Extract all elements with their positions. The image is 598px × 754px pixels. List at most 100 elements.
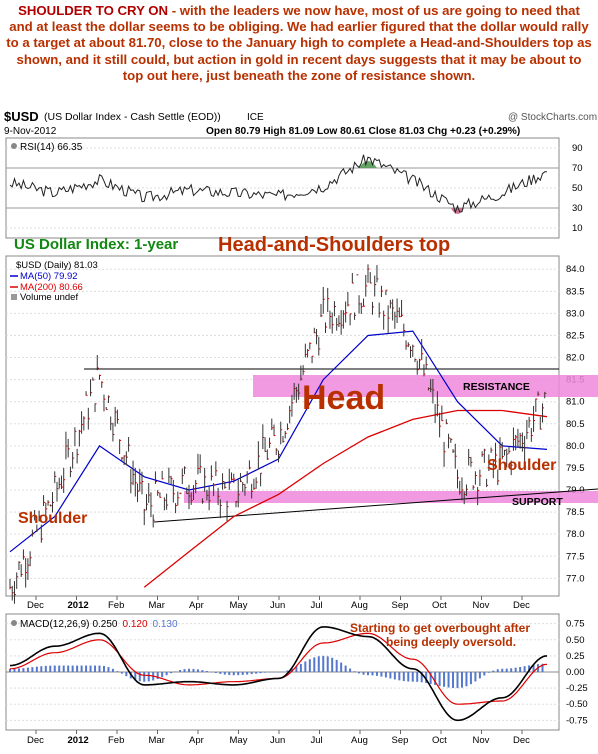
price-panel xyxy=(5,255,560,597)
main-tick-label: 79.5 xyxy=(566,463,585,474)
macd-hist-bar xyxy=(183,669,186,672)
macd-label: MACD(12,26,9) 0.250 0.120 0.130 xyxy=(20,619,178,630)
macd-hist-bar xyxy=(335,659,338,672)
macd-hist-bar xyxy=(62,665,65,672)
macd-hist-bar xyxy=(85,665,88,672)
macd-tick-label: 0.25 xyxy=(566,651,585,662)
macd-hist-bar xyxy=(44,665,47,672)
macd-hist-bar xyxy=(250,672,253,675)
macd-hist-bar xyxy=(389,672,392,679)
macd-hist-bar xyxy=(170,672,173,674)
macd-hist-bar xyxy=(58,665,61,672)
macd-note-line2: being deeply oversold. xyxy=(386,635,516,649)
macd-hist-bar xyxy=(295,666,298,672)
macd-hist-bar xyxy=(505,668,508,672)
month-label: Dec xyxy=(27,735,44,746)
intro-text: SHOULDER TO CRY ON - with the leaders we… xyxy=(6,3,592,84)
macd-hist-bar xyxy=(205,671,208,672)
macd-hist-bar xyxy=(281,671,284,673)
main-tick-label: 77.5 xyxy=(566,551,585,562)
rsi-tick-label: 70 xyxy=(572,163,583,174)
macd-hist-bar xyxy=(179,670,182,672)
macd-hist-bar xyxy=(277,672,280,673)
intro-body: - with the leaders we now have, most of … xyxy=(6,3,592,83)
macd-hist-bar xyxy=(255,672,258,674)
rsi-tick-label: 30 xyxy=(572,203,583,214)
macd-tick-label: 0.00 xyxy=(566,667,585,678)
macd-hist-bar xyxy=(147,672,150,682)
macd-hist-bar xyxy=(447,672,450,688)
month-label: Dec xyxy=(27,600,44,611)
macd-hist-bar xyxy=(89,665,92,672)
macd-hist-bar xyxy=(375,672,378,676)
macd-hist-bar xyxy=(326,656,329,672)
macd-hist-bar xyxy=(344,665,347,672)
support-label: SUPPORT xyxy=(512,496,563,508)
macd-value: 0.250 xyxy=(92,619,117,630)
macd-hist-bar xyxy=(541,663,544,672)
left-shoulder-label: Shoulder xyxy=(18,510,87,527)
macd-hist-bar xyxy=(22,668,25,672)
month-label: 2012 xyxy=(68,600,89,611)
macd-hist-bar xyxy=(304,661,307,672)
macd-hist-bar xyxy=(340,662,343,672)
main-tick-label: 80.0 xyxy=(566,441,585,452)
rsi-tick-label: 90 xyxy=(572,143,583,154)
macd-hist-bar xyxy=(102,665,105,672)
macd-tick-label: -0.25 xyxy=(566,683,588,694)
main-tick-label: 82.0 xyxy=(566,353,585,364)
macd-hist-bar xyxy=(322,655,325,672)
macd-hist-bar xyxy=(528,665,531,672)
macd-hist-bar xyxy=(246,672,249,675)
macd-hist-bar xyxy=(362,672,365,675)
macd-hist-bar xyxy=(228,672,231,676)
rsi-tick-label: 50 xyxy=(572,183,583,194)
macd-hist-bar xyxy=(483,672,486,676)
macd-hist-bar xyxy=(407,672,410,682)
macd-hist-bar xyxy=(353,671,356,672)
month-label: Apr xyxy=(189,600,204,611)
main-legend-title: $USD (Daily) 81.03 xyxy=(16,260,98,271)
macd-hist-bar xyxy=(237,672,240,676)
macd-hist-bar xyxy=(465,672,468,687)
macd-hist-bar xyxy=(165,672,168,676)
main-tick-label: 84.0 xyxy=(566,264,585,275)
month-label: Dec xyxy=(513,735,530,746)
macd-hist-bar xyxy=(273,672,276,673)
month-label: Apr xyxy=(189,735,204,746)
macd-hist-bar xyxy=(264,672,267,673)
macd-hist-bar xyxy=(31,667,34,672)
macd-hist-bar xyxy=(223,672,226,675)
month-label: Jul xyxy=(311,600,323,611)
macd-hist-bar xyxy=(317,656,320,672)
macd-hist-bar xyxy=(429,672,432,684)
macd-hist-value: 0.130 xyxy=(153,619,178,630)
macd-hist-bar xyxy=(71,665,74,672)
macd-hist-bar xyxy=(371,672,374,676)
macd-hist-bar xyxy=(299,663,302,672)
month-label: Aug xyxy=(351,735,368,746)
macd-hist-bar xyxy=(94,665,97,672)
month-label: Nov xyxy=(473,600,490,611)
macd-signal-value: 0.120 xyxy=(123,619,148,630)
macd-hist-bar xyxy=(532,664,535,672)
macd-tick-label: 0.50 xyxy=(566,635,585,646)
macd-hist-bar xyxy=(367,672,369,676)
main-tick-label: 83.0 xyxy=(566,308,585,319)
macd-hist-bar xyxy=(478,672,481,679)
month-label: Sep xyxy=(392,600,409,611)
macd-hist-bar xyxy=(523,666,526,672)
chart-ohlc: Open 80.79 High 81.09 Low 80.61 Close 81… xyxy=(206,126,520,137)
macd-hist-bar xyxy=(125,672,128,677)
month-label: Mar xyxy=(149,600,165,611)
macd-hist-bar xyxy=(268,672,271,673)
month-label: May xyxy=(230,600,248,611)
rsi-tick-label: 10 xyxy=(572,223,583,234)
macd-hist-bar xyxy=(9,668,11,672)
macd-hist-bar xyxy=(474,672,477,682)
month-label: Jun xyxy=(270,735,285,746)
macd-hist-bar xyxy=(434,672,437,685)
main-tick-label: 77.0 xyxy=(566,573,585,584)
chart-exchange: ICE xyxy=(247,112,264,123)
